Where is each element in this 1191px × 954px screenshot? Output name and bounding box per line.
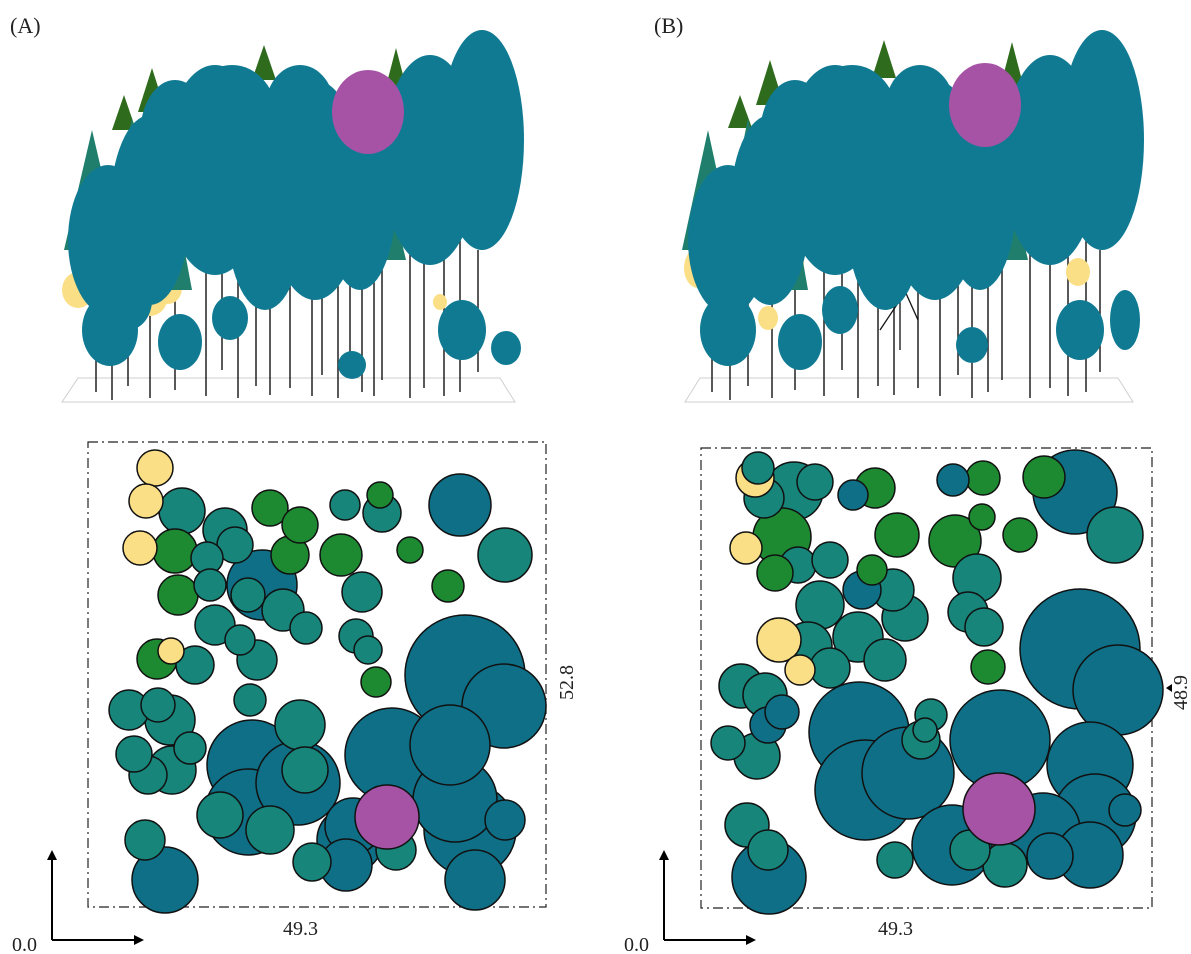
crown-teal <box>196 791 244 839</box>
width-label-b: 49.3 <box>878 918 913 940</box>
crown-teal <box>175 645 215 685</box>
crown-teal <box>230 577 266 613</box>
crown-map-a <box>108 449 547 914</box>
panel-a: (A) <box>0 0 595 954</box>
crown-green <box>431 569 465 603</box>
crown-teal <box>710 725 746 761</box>
crown-teal <box>912 717 938 743</box>
crown-teal <box>274 699 326 751</box>
crown-blue <box>409 704 491 786</box>
crown-green <box>396 536 424 564</box>
crown-teal <box>747 829 789 871</box>
crown-green <box>360 666 392 698</box>
crown-teal <box>353 635 383 665</box>
origin-label-b: 0.0 <box>624 934 649 954</box>
crown-blue <box>131 846 199 914</box>
crown-teal <box>115 735 153 773</box>
crown-teal <box>1086 506 1144 564</box>
blue-crowns <box>688 30 1144 370</box>
crown-green <box>157 574 199 616</box>
crown-green <box>251 489 289 527</box>
height-label-b: 48.9 <box>1170 675 1191 710</box>
crown-blue <box>936 463 970 497</box>
magenta-crown <box>949 63 1021 147</box>
crown-teal <box>477 527 533 583</box>
crown-teal <box>796 463 834 501</box>
magenta-crown <box>332 70 404 154</box>
crown-teal <box>173 731 207 765</box>
crown-yellow <box>157 637 185 665</box>
crown-green <box>319 533 363 577</box>
crown-teal <box>876 841 914 879</box>
crown-magenta <box>962 772 1036 846</box>
crown-teal <box>140 687 176 723</box>
crown-blue <box>1026 832 1074 880</box>
crown-teal <box>224 624 256 656</box>
origin-axes-a <box>47 850 144 945</box>
crown-teal <box>863 638 907 682</box>
crown-blue <box>428 473 492 537</box>
crown-green <box>281 506 319 544</box>
ground-plane <box>61 377 516 403</box>
crown-teal <box>194 604 236 646</box>
crown-yellow <box>122 530 158 566</box>
crown-yellow <box>784 654 816 686</box>
crown-teal <box>329 489 361 521</box>
origin-axes-b <box>659 684 1172 945</box>
crown-green <box>152 528 198 574</box>
width-label-a: 49.3 <box>283 918 318 940</box>
crown-teal <box>193 568 227 602</box>
crown-teal <box>341 571 383 613</box>
crown-teal <box>741 451 775 485</box>
ground-plane <box>684 377 1134 403</box>
crown-teal <box>809 647 851 689</box>
crown-blue <box>764 694 800 730</box>
crown-blue <box>484 799 526 841</box>
crown-teal <box>233 683 267 717</box>
height-label-a: 52.8 <box>556 665 578 700</box>
crown-yellow <box>128 483 164 519</box>
crown-green <box>1002 517 1038 553</box>
crown-teal <box>158 487 206 535</box>
crown-green <box>856 554 888 586</box>
crown-teal <box>964 607 1004 647</box>
crown-green <box>1022 455 1066 499</box>
panel-b-letter: (B) <box>654 13 683 38</box>
crown-green <box>970 649 1006 685</box>
blue-crowns <box>68 30 524 379</box>
axis-x-arrow-icon <box>134 935 144 945</box>
plot-boundary-a <box>87 441 547 908</box>
crown-teal <box>245 805 295 855</box>
origin-label-a: 0.0 <box>12 934 37 954</box>
crown-yellow <box>756 617 802 663</box>
height-marker-icon <box>1166 684 1172 692</box>
panel-a-figure: (A) <box>10 13 578 954</box>
crown-green <box>874 512 920 558</box>
crown-green <box>366 481 394 509</box>
crown-green <box>756 554 794 592</box>
forest-side-view-b <box>682 30 1144 403</box>
crown-blue <box>444 849 506 911</box>
axis-x-arrow-icon <box>746 935 756 945</box>
forest-side-view-a <box>61 30 524 403</box>
crown-blue <box>837 479 869 511</box>
crown-blue <box>1108 793 1142 827</box>
axis-y-arrow-icon <box>47 850 57 860</box>
crown-map-b <box>710 449 1164 915</box>
crown-teal <box>124 819 166 861</box>
panel-a-letter: (A) <box>10 13 41 38</box>
crown-teal <box>289 611 323 645</box>
crown-teal <box>811 541 849 579</box>
crown-green <box>965 460 1001 496</box>
axis-y-arrow-icon <box>659 850 669 860</box>
crown-magenta <box>354 784 420 850</box>
panel-b: (B) <box>614 0 1191 954</box>
crown-green <box>968 503 996 531</box>
crown-teal <box>281 746 329 794</box>
crown-yellow <box>136 449 174 487</box>
panel-b-figure: (B) <box>624 13 1191 954</box>
crown-yellow <box>729 531 763 565</box>
crown-teal <box>292 842 332 882</box>
